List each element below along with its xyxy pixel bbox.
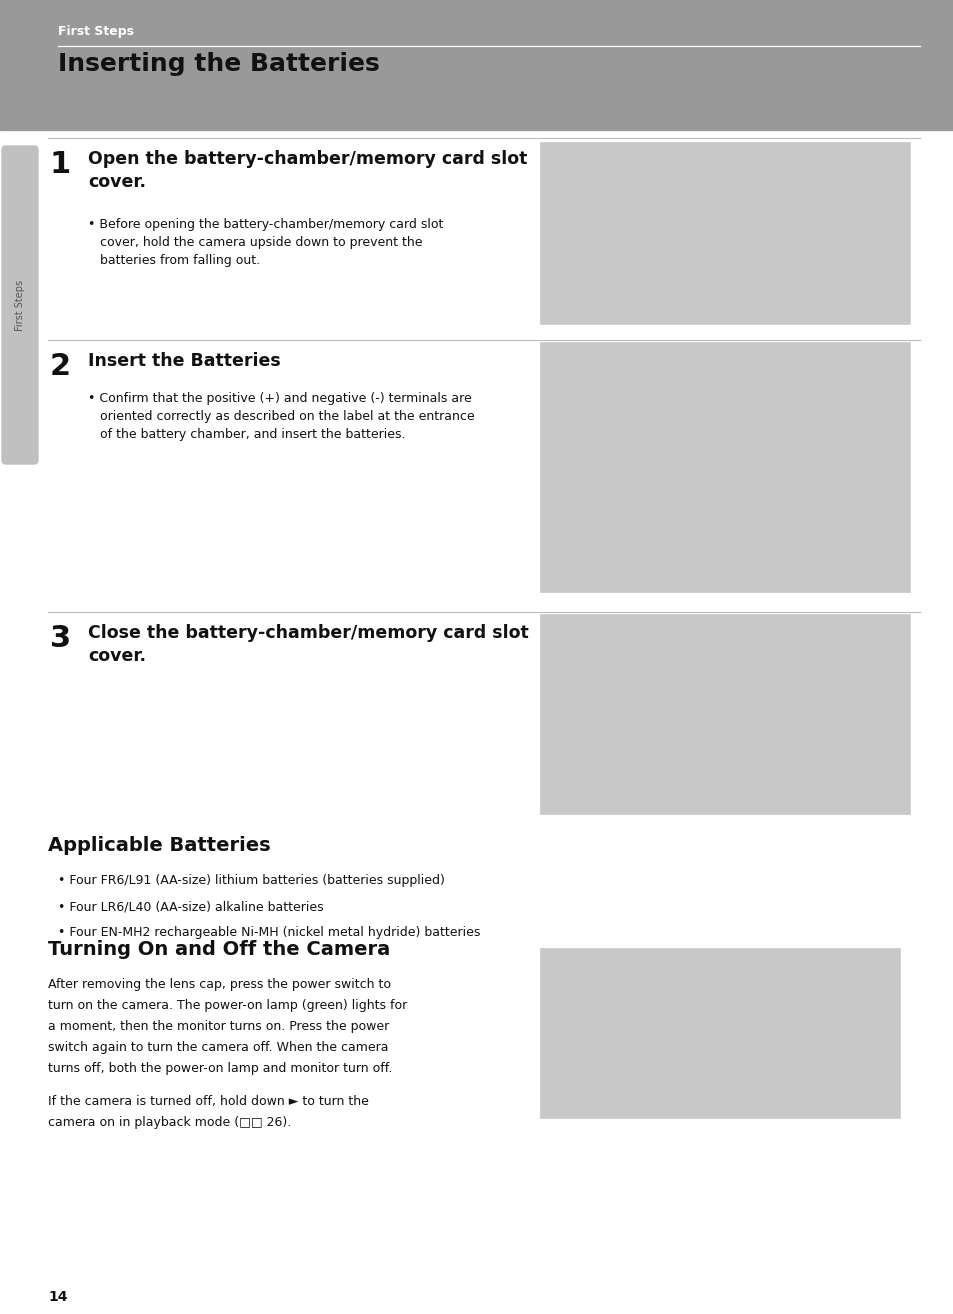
Text: • Four FR6/L91 (AA-size) lithium batteries (batteries supplied): • Four FR6/L91 (AA-size) lithium batteri… <box>58 874 444 887</box>
Bar <box>539 342 909 593</box>
Text: Open the battery-chamber/memory card slot
cover.: Open the battery-chamber/memory card slo… <box>88 150 527 191</box>
Text: After removing the lens cap, press the power switch to: After removing the lens cap, press the p… <box>48 978 391 991</box>
Text: camera on in playback mode (□□ 26).: camera on in playback mode (□□ 26). <box>48 1116 291 1129</box>
Text: 14: 14 <box>48 1290 68 1303</box>
Text: • Confirm that the positive (+) and negative (-) terminals are
   oriented corre: • Confirm that the positive (+) and nega… <box>88 392 475 442</box>
Text: If the camera is turned off, hold down ► to turn the: If the camera is turned off, hold down ►… <box>48 1095 369 1108</box>
Bar <box>539 142 909 325</box>
Text: 1: 1 <box>50 150 71 179</box>
Text: First Steps: First Steps <box>58 25 133 38</box>
Text: Close the battery-chamber/memory card slot
cover.: Close the battery-chamber/memory card sl… <box>88 624 528 665</box>
Text: Insert the Batteries: Insert the Batteries <box>88 352 280 371</box>
Text: turns off, both the power-on lamp and monitor turn off.: turns off, both the power-on lamp and mo… <box>48 1062 392 1075</box>
Text: 3: 3 <box>50 624 71 653</box>
Text: Turning On and Off the Camera: Turning On and Off the Camera <box>48 940 390 959</box>
FancyBboxPatch shape <box>2 146 38 464</box>
Text: a moment, then the monitor turns on. Press the power: a moment, then the monitor turns on. Pre… <box>48 1020 389 1033</box>
Text: • Four LR6/L40 (AA-size) alkaline batteries: • Four LR6/L40 (AA-size) alkaline batter… <box>58 900 323 913</box>
Bar <box>0 0 953 130</box>
Text: turn on the camera. The power-on lamp (green) lights for: turn on the camera. The power-on lamp (g… <box>48 999 407 1012</box>
Text: Applicable Batteries: Applicable Batteries <box>48 836 271 855</box>
Text: First Steps: First Steps <box>15 280 25 331</box>
Text: • Before opening the battery-chamber/memory card slot
   cover, hold the camera : • Before opening the battery-chamber/mem… <box>88 218 443 267</box>
Text: Inserting the Batteries: Inserting the Batteries <box>58 53 379 76</box>
Text: 2: 2 <box>50 352 71 381</box>
Bar <box>539 614 909 813</box>
Text: switch again to turn the camera off. When the camera: switch again to turn the camera off. Whe… <box>48 1041 388 1054</box>
Text: • Four EN-MH2 rechargeable Ni-MH (nickel metal hydride) batteries: • Four EN-MH2 rechargeable Ni-MH (nickel… <box>58 926 480 940</box>
Bar <box>539 947 899 1118</box>
